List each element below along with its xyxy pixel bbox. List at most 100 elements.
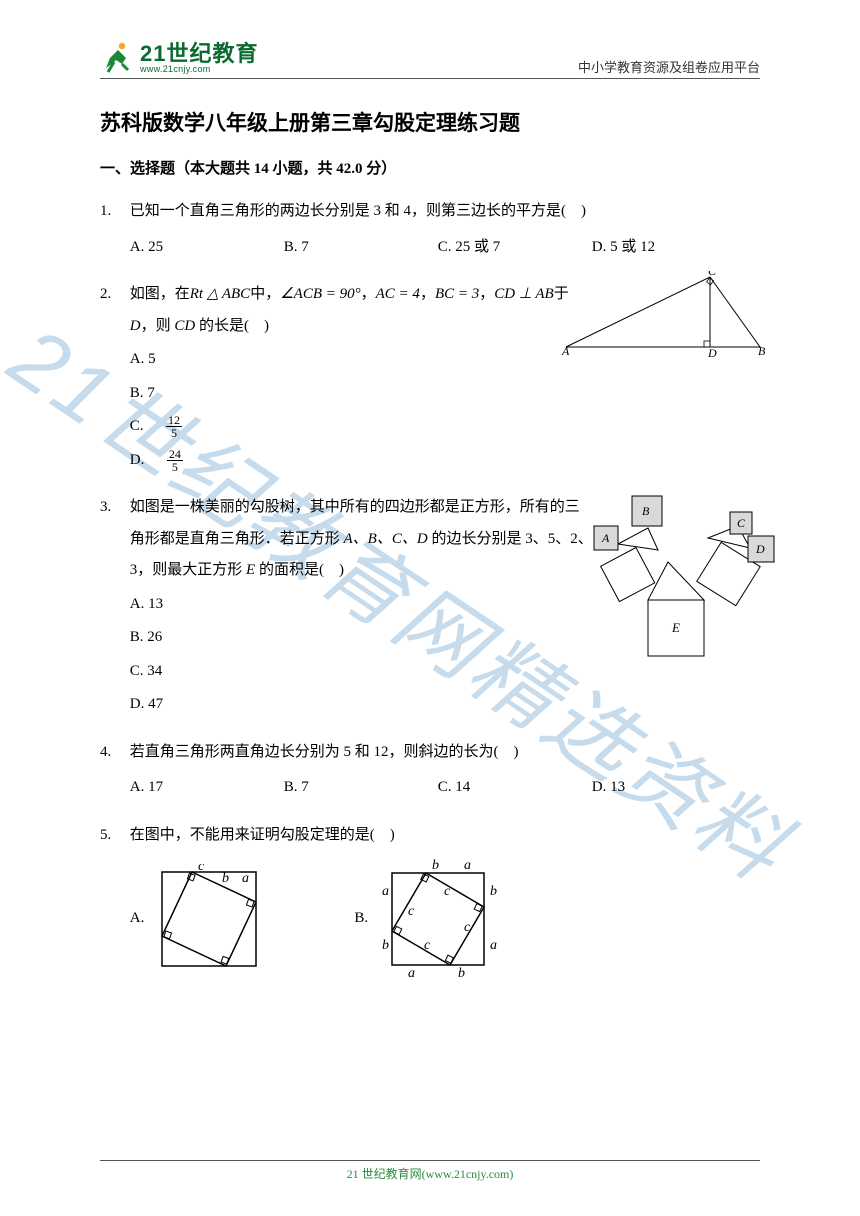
question-body: 在图中，不能用来证明勾股定理的是( ) A. c b a [130, 820, 760, 980]
question-stem: 已知一个直角三角形的两边长分别是 3 和 4，则第三边长的平方是 [130, 203, 561, 219]
blank-paren: ( ) [370, 827, 395, 843]
option-d[interactable]: D. 47 [130, 689, 600, 721]
blank-paren: ( ) [244, 318, 269, 334]
question-4: 4. 若直角三角形两直角边长分别为 5 和 12，则斜边的长为( ) A. 17… [100, 737, 760, 804]
triangle-figure-icon: A B C D [560, 271, 770, 357]
svg-text:c: c [408, 904, 415, 919]
question-2: 2. 如图，在Rt △ ABC中，∠ACB = 90°，AC = 4，BC = … [100, 279, 760, 476]
svg-text:A: A [601, 531, 610, 545]
comma: ， [479, 286, 494, 302]
option-d[interactable]: D. 245 [130, 445, 570, 477]
options-row: A. 17 B. 7 C. 14 D. 13 [130, 772, 760, 804]
option-c-label: C. [130, 418, 144, 434]
math-bc: BC = 3 [435, 286, 479, 302]
figure-options-row: A. c b a B. [130, 859, 760, 979]
math-angle: ∠ACB = 90° [280, 286, 360, 302]
stem-line3a: 3，则最大正方形 [130, 562, 246, 578]
blank-paren: ( ) [561, 203, 586, 219]
question-number: 4. [100, 737, 126, 769]
svg-text:c: c [464, 920, 471, 935]
option-c[interactable]: C. 25 或 7 [438, 232, 592, 264]
comma: ， [361, 286, 376, 302]
option-c[interactable]: C. 34 [130, 656, 600, 688]
svg-text:D: D [707, 346, 717, 357]
page-header: 21世纪教育 www.21cnjy.com 中小学教育资源及组卷应用平台 [100, 40, 760, 79]
svg-text:a: a [490, 938, 497, 953]
svg-text:c: c [444, 884, 451, 899]
question-body: 若直角三角形两直角边长分别为 5 和 12，则斜边的长为( ) A. 17 B.… [130, 737, 760, 804]
page-footer: 21 世纪教育网(www.21cnjy.com) [0, 1154, 860, 1182]
header-right-text: 中小学教育资源及组卷应用平台 [578, 57, 760, 76]
question-3: 3. 如图是一株美丽的勾股树，其中所有的四边形都是正方形，所有的三 角形都是直角… [100, 492, 760, 721]
question-number: 1. [100, 196, 126, 228]
math-abcd: A、B、C、D [344, 531, 428, 547]
option-a[interactable]: A. 5 [130, 344, 570, 376]
math-cd2: CD [174, 318, 195, 334]
option-d-label: D. [130, 452, 145, 468]
section-label: 一、选择题（本大题共 14 小题，共 42.0 分） [100, 157, 760, 178]
question-body: 如图，在Rt △ ABC中，∠ACB = 90°，AC = 4，BC = 3，C… [130, 279, 570, 476]
pythagoras-tree-icon: E A B C D [580, 490, 780, 660]
blank-paren: ( ) [494, 744, 519, 760]
logo-sub: www.21cnjy.com [140, 65, 258, 74]
document-title: 苏科版数学八年级上册第三章勾股定理练习题 [100, 107, 760, 137]
svg-text:a: a [382, 884, 389, 899]
svg-text:B: B [758, 344, 766, 357]
svg-text:b: b [432, 859, 439, 873]
math-e: E [246, 562, 255, 578]
svg-text:E: E [671, 620, 680, 635]
option-b[interactable]: B. 7 [130, 378, 570, 410]
footer-rule [100, 1160, 760, 1161]
option-a[interactable]: A. 25 [130, 232, 284, 264]
option-c[interactable]: C. 14 [438, 772, 592, 804]
fraction: 245 [167, 448, 183, 473]
logo-block: 21世纪教育 www.21cnjy.com [100, 40, 258, 76]
stem-line1: 如图是一株美丽的勾股树，其中所有的四边形都是正方形，所有的三 [130, 499, 580, 515]
option-c[interactable]: C. 125 [130, 411, 570, 443]
frac-den: 5 [167, 461, 183, 473]
option-a[interactable]: A. 17 [130, 772, 284, 804]
option-a[interactable]: A. c b a [130, 864, 265, 974]
stem-part: 中， [250, 286, 280, 302]
stem-line3c: 的面积是 [255, 562, 319, 578]
page-content: 21世纪教育 www.21cnjy.com 中小学教育资源及组卷应用平台 苏科版… [0, 0, 860, 979]
option-b[interactable]: B. 7 [284, 772, 438, 804]
svg-text:b: b [222, 871, 229, 886]
question-body: 如图是一株美丽的勾股树，其中所有的四边形都是正方形，所有的三 角形都是直角三角形… [130, 492, 600, 721]
option-a[interactable]: A. 13 [130, 589, 600, 621]
question-body: 已知一个直角三角形的两边长分别是 3 和 4，则第三边长的平方是( ) A. 2… [130, 196, 760, 263]
stem-line2a: 角形都是直角三角形．若正方形 [130, 531, 344, 547]
options-column: A. 13 B. 26 C. 34 D. 47 [130, 589, 600, 721]
math-d: D [130, 318, 141, 334]
stem-part: 如图，在 [130, 286, 190, 302]
options-column: A. 5 B. 7 C. 125 D. 245 [130, 344, 570, 476]
footer-text: 21 世纪教育网(www.21cnjy.com) [347, 1167, 514, 1181]
option-d[interactable]: D. 13 [592, 772, 746, 804]
comma: ， [420, 286, 435, 302]
option-b[interactable]: B. 26 [130, 622, 600, 654]
options-row: A. 25 B. 7 C. 25 或 7 D. 5 或 12 [130, 232, 760, 264]
frac-num: 24 [167, 448, 183, 461]
option-b[interactable]: B. 7 [284, 232, 438, 264]
option-b[interactable]: B. b a a b b a a [354, 859, 498, 979]
option-b-label: B. [354, 903, 368, 935]
runner-icon [100, 40, 134, 76]
proof-figure-a-icon: c b a [154, 864, 264, 974]
svg-text:a: a [242, 871, 249, 886]
question-stem: 在图中，不能用来证明勾股定理的是 [130, 827, 370, 843]
proof-figure-b-icon: b a a b b a a b c c c c [378, 859, 498, 979]
math-rt: Rt △ ABC [190, 286, 250, 302]
svg-text:C: C [708, 271, 717, 278]
math-ac: AC = 4 [376, 286, 420, 302]
stem-line2c: 的边长分别是 3、5、2、 [428, 531, 593, 547]
fraction: 125 [166, 414, 182, 439]
option-d[interactable]: D. 5 或 12 [592, 232, 746, 264]
svg-text:b: b [490, 884, 497, 899]
svg-text:C: C [737, 516, 746, 530]
question-number: 2. [100, 279, 126, 311]
svg-text:b: b [458, 966, 465, 979]
svg-text:a: a [408, 966, 415, 979]
frac-den: 5 [166, 427, 182, 439]
svg-text:c: c [424, 938, 431, 953]
question-number: 5. [100, 820, 126, 852]
